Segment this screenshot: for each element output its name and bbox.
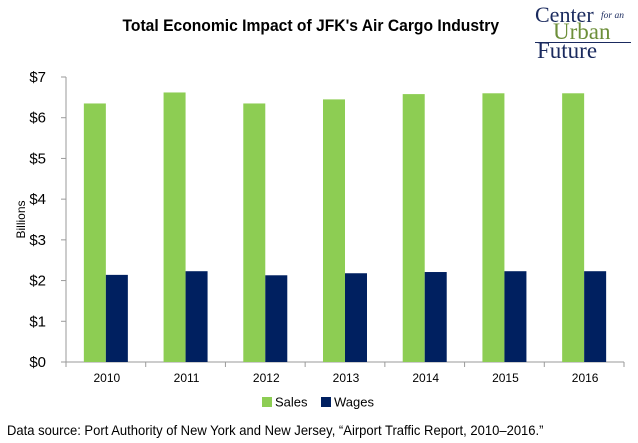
y-tick-label: $7 [29,69,46,86]
legend-label-sales: Sales [275,395,308,410]
x-tick-label: 2010 [94,371,121,385]
bars-group [83,92,607,363]
bar-wages-2011 [185,271,208,362]
x-tick-label: 2012 [253,371,280,385]
bar-wages-2013 [345,273,367,362]
y-tick-label: $3 [29,232,46,249]
bar-sales-2015 [482,93,505,363]
y-tick-label: $6 [29,110,46,127]
bar-sales-2013 [323,99,345,363]
legend-label-wages: Wages [334,395,374,410]
y-tick-label: $1 [29,313,46,330]
bar-sales-2014 [402,94,425,362]
y-tick-label: $2 [29,273,46,290]
chart-title: Total Economic Impact of JFK's Air Cargo… [122,16,500,35]
logo-word-urban: Urban [553,19,611,44]
y-axis-label: Billions [14,200,28,238]
bar-sales-2012 [243,103,266,362]
bar-wages-2012 [265,275,288,362]
y-tick-label: $0 [29,354,46,371]
data-source-note: Data source: Port Authority of New York … [7,422,544,438]
x-tick-label: 2015 [492,371,519,385]
logo-rule [535,42,631,43]
legend-swatch-sales [262,397,272,407]
bar-wages-2010 [105,274,128,362]
legend-swatch-wages [321,397,331,407]
center-for-an-urban-future-logo: Center for an Urban Future [531,2,635,63]
y-tick-label: $5 [29,150,46,167]
bar-sales-2010 [83,103,106,362]
bar-sales-2016 [562,93,585,363]
x-tick-label: 2013 [333,371,360,385]
x-tick-label: 2011 [174,371,200,385]
bar-wages-2014 [424,272,447,362]
y-tick-label: $4 [29,191,46,208]
x-tick-label: 2014 [412,371,439,385]
logo-word-future: Future [537,38,598,63]
logo-word-center: Center [535,2,594,27]
legend: Sales Wages [262,395,374,410]
bar-sales-2011 [163,92,186,362]
logo-word-for-an: for an [601,11,624,21]
x-tick-label: 2016 [572,371,599,385]
bar-wages-2015 [504,271,527,362]
bar-wages-2016 [584,271,607,362]
